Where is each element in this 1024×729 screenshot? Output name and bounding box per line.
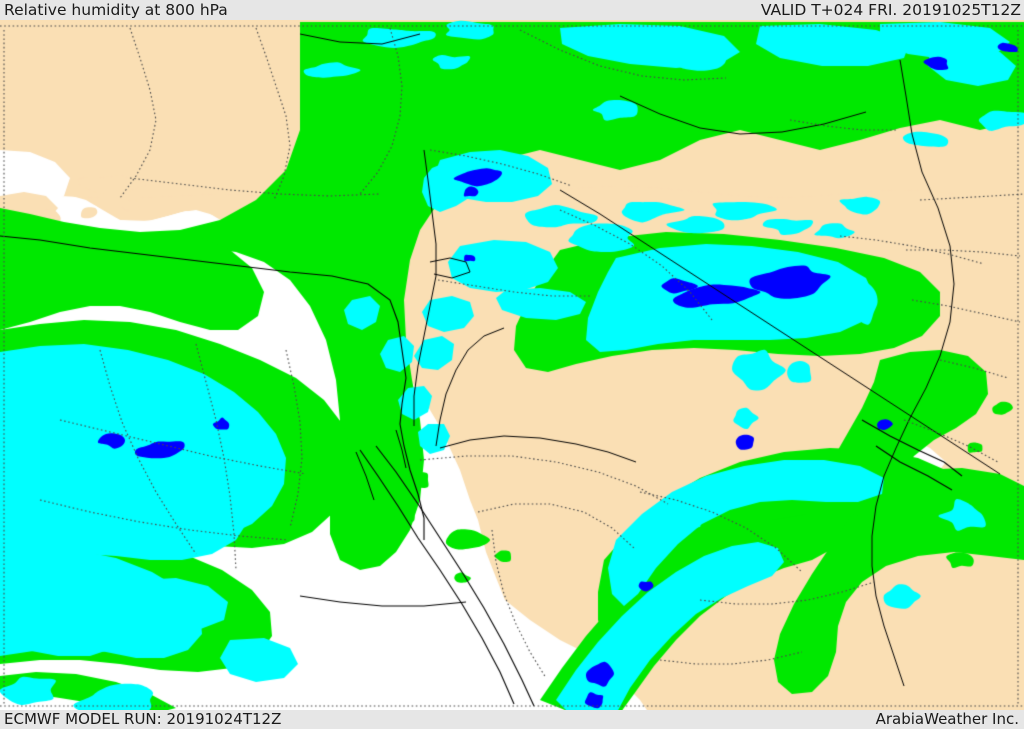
valid-time-label: VALID T+024 FRI. 20191025T12Z bbox=[760, 0, 1021, 19]
footer-bar: ECMWF MODEL RUN: 20191024T12Z ArabiaWeat… bbox=[0, 710, 1024, 729]
header-bar: Relative humidity at 800 hPa VALID T+024… bbox=[0, 0, 1024, 20]
model-run-label: ECMWF MODEL RUN: 20191024T12Z bbox=[4, 710, 282, 728]
brand-label: ArabiaWeather Inc. bbox=[875, 710, 1019, 728]
page-title: Relative humidity at 800 hPa bbox=[4, 0, 228, 19]
